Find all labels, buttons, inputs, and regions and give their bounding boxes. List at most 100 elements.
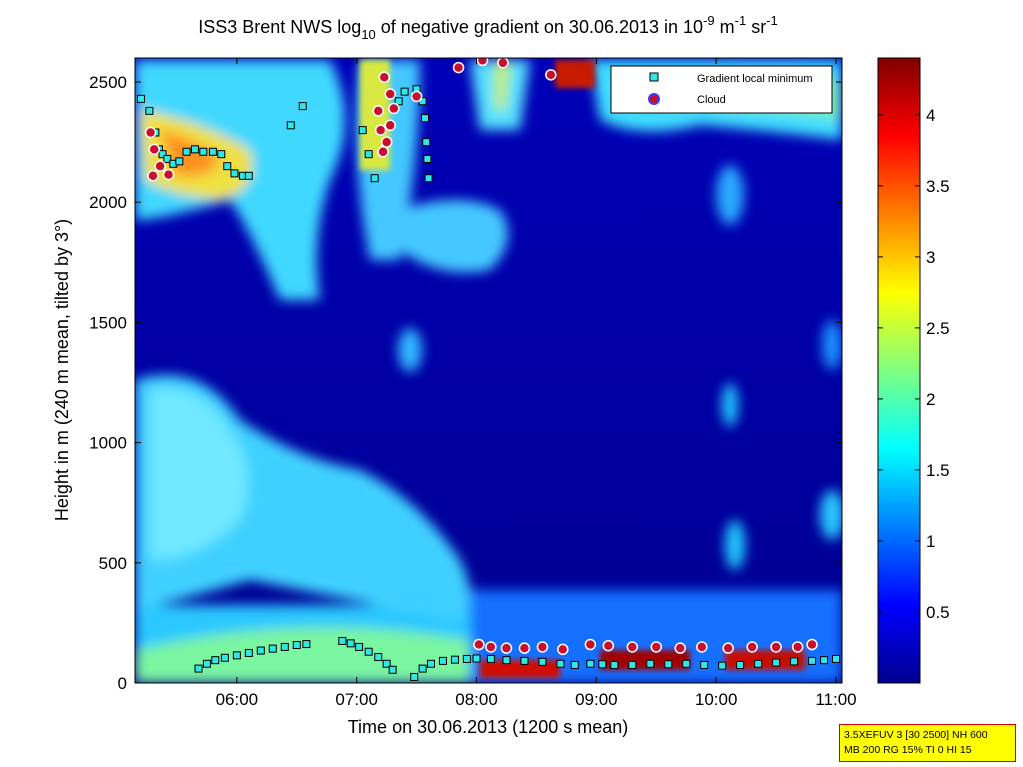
cloud-point (410, 90, 423, 103)
cloud-point (500, 642, 513, 654)
legend-box (610, 65, 833, 114)
x-tick-label: 06:00 (216, 690, 259, 709)
cloud-point (147, 170, 159, 182)
legend-gradient-marker (649, 72, 659, 82)
gradient-minimum-point (450, 655, 459, 664)
cloud-point (518, 642, 531, 654)
y-tick-label: 0 (118, 674, 127, 693)
gradient-minimum-point (628, 660, 637, 669)
gradient-minimum-point (422, 138, 431, 147)
cloud-point (722, 642, 734, 654)
cloud-point (388, 102, 400, 115)
gradient-minimum-point (280, 642, 289, 651)
gradient-minimum-point (423, 154, 432, 163)
gradient-minimum-point (374, 653, 383, 662)
cloud-point (377, 146, 389, 158)
gradient-minimum-point (256, 646, 265, 655)
cloud-point (378, 71, 390, 83)
gradient-minimum-point (420, 114, 429, 123)
cloud-point (154, 160, 166, 172)
gradient-minimum-point (194, 664, 203, 673)
gradient-minimum-point (292, 641, 301, 650)
gradient-minimum-point (199, 147, 208, 156)
cloud-point (770, 641, 782, 653)
x-tick-label: 09:00 (575, 690, 618, 709)
legend: Gradient local minimum Cloud (610, 65, 833, 114)
gradient-minimum-point (232, 651, 241, 660)
gradient-minimum-point (158, 150, 167, 159)
colorbar-tick-label: 0.5 (926, 603, 950, 622)
colorbar-ticks: 0.5 1 1.5 2 2.5 3 3.5 4 (878, 106, 950, 622)
cloud-point (476, 58, 489, 67)
chart-title: ISS3 Brent NWS log10 of negative gradien… (198, 13, 778, 42)
gradient-minimum-point (410, 672, 419, 681)
cloud-point (144, 126, 157, 139)
cloud-point (791, 641, 804, 653)
gradient-minimum-point (754, 659, 763, 668)
gradient-minimum-point (136, 94, 145, 103)
gradient-minimum-point (364, 647, 373, 656)
heatmap (135, 58, 842, 683)
gradient-minimum-point (700, 660, 709, 669)
gradient-minimum-point (355, 642, 364, 651)
cloud-point (746, 641, 758, 653)
gradient-minimum-markers (136, 85, 841, 681)
gradient-minimum-point (175, 157, 184, 166)
cloud-point (148, 143, 160, 156)
colorbar-tick-label: 2 (926, 390, 935, 409)
gradient-minimum-point (556, 659, 565, 668)
y-tick-label: 500 (99, 554, 127, 573)
cloud-point (372, 105, 385, 117)
gradient-minimum-point (370, 174, 379, 183)
cloud-point (380, 136, 393, 148)
cloud-point (696, 641, 708, 653)
gradient-minimum-point (664, 660, 673, 669)
colorbar-tick-label: 4 (926, 106, 935, 125)
gradient-minimum-point (520, 656, 529, 665)
gradient-minimum-point (438, 656, 447, 665)
legend-label-gradient: Gradient local minimum (697, 73, 813, 85)
gradient-minimum-point (358, 126, 367, 135)
colorbar: 0.5 1 1.5 2 2.5 3 3.5 4 (877, 57, 950, 684)
cloud-point (536, 641, 549, 653)
gradient-minimum-point (424, 174, 433, 183)
gradient-minimum-point (230, 169, 239, 178)
cloud-point (497, 58, 509, 69)
gradient-minimum-point (217, 150, 226, 159)
cloud-point (674, 642, 686, 654)
gradient-minimum-point (538, 657, 547, 666)
info-line-2: MB 200 RG 15% TI 0 HI 15 (844, 744, 972, 756)
x-axis-label: Time on 30.06.2013 (1200 s mean) (348, 717, 629, 737)
cloud-point (384, 119, 396, 132)
info-line-1: 3.5XEFUV 3 [30 2500] NH 600 (844, 729, 988, 741)
gradient-minimum-point (244, 171, 253, 180)
cloud-point (650, 641, 663, 653)
legend-cloud-marker (648, 93, 660, 105)
gradient-minimum-point (220, 653, 229, 662)
gradient-minimum-point (145, 106, 154, 115)
gradient-minimum-point (718, 661, 727, 670)
gradient-minimum-point (388, 665, 397, 674)
plot-frame (134, 57, 843, 684)
gradient-minimum-point (346, 639, 355, 648)
cloud-point (485, 641, 497, 653)
x-axis: 06:00 07:00 08:00 09:00 10:00 11:00 (216, 58, 857, 709)
x-tick-label: 11:00 (815, 690, 856, 709)
gradient-minimum-point (808, 656, 817, 665)
gradient-minimum-point (182, 147, 191, 156)
y-axis-label: Height in m (240 m mean, tilted by 3°) (52, 219, 72, 521)
y-tick-label: 1500 (89, 313, 127, 332)
gradient-minimum-point (570, 660, 579, 669)
y-tick-label: 2500 (89, 73, 127, 92)
gradient-minimum-point (190, 145, 199, 154)
gradient-minimum-point (223, 162, 232, 171)
gradient-minimum-point (302, 640, 311, 649)
gradient-minimum-point (202, 659, 211, 668)
legend-label-cloud: Cloud (697, 94, 726, 106)
gradient-minimum-point (598, 660, 607, 669)
colorbar-tick-label: 3.5 (926, 177, 950, 196)
gradient-minimum-point (486, 654, 495, 663)
gradient-minimum-point (832, 654, 841, 663)
gradient-minimum-point (400, 87, 409, 96)
